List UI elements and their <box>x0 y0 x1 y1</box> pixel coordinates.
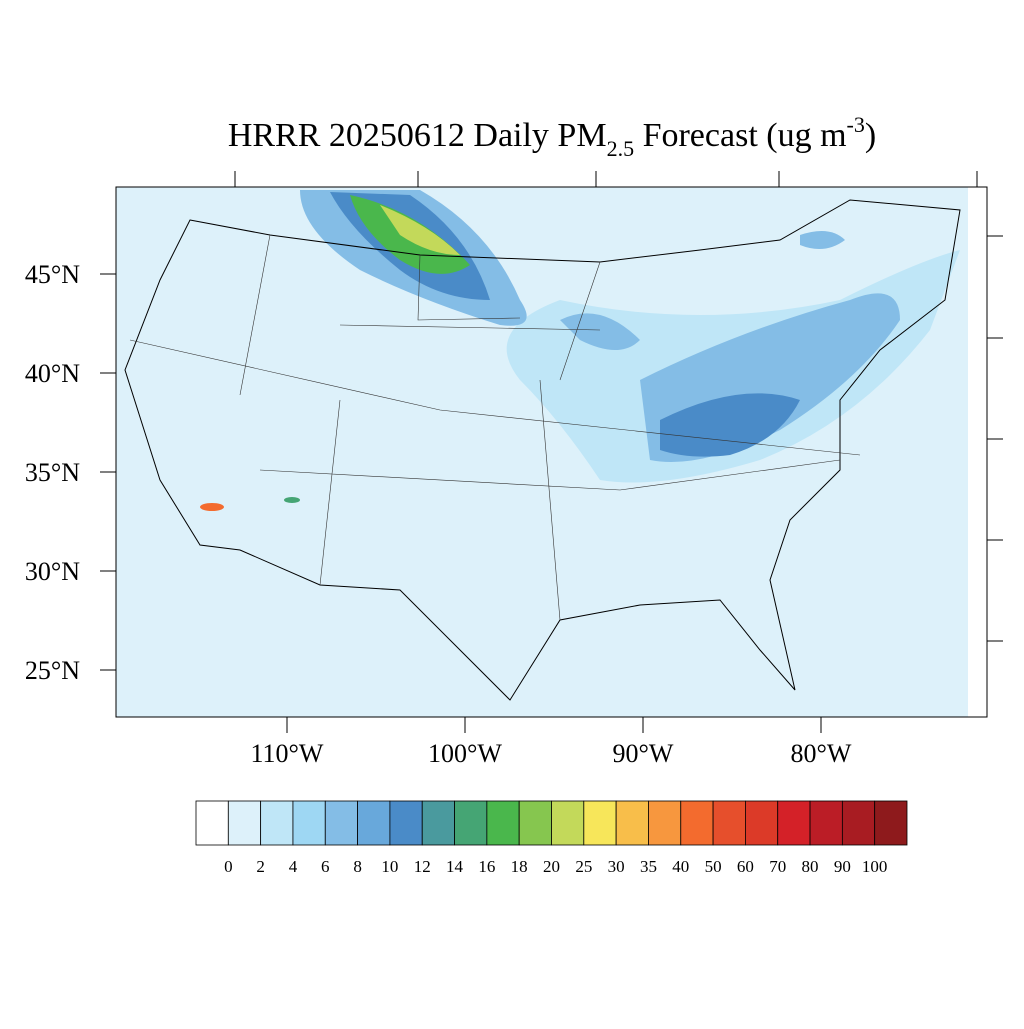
colorbar-label: 20 <box>543 857 560 876</box>
colorbar-box <box>486 800 520 846</box>
colorbar-box <box>324 800 358 846</box>
lat-tick-label: 25°N <box>25 656 80 685</box>
colorbar-label: 40 <box>672 857 689 876</box>
coastline <box>124 199 961 701</box>
lat-tick-label: 35°N <box>25 458 80 487</box>
plume <box>660 393 800 457</box>
colorbar-label: 18 <box>511 857 528 876</box>
colorbar-box <box>551 800 585 846</box>
plume <box>380 205 460 255</box>
colorbar: 0 2 4 6 8 10 12 14 16 18 20 25 30 35 40 50 60 70 80 90 100 <box>195 800 908 876</box>
colorbar-label: 6 <box>321 857 330 876</box>
colorbar-label: 100 <box>862 857 888 876</box>
colorbar-box <box>680 800 714 846</box>
lat-tick-label: 45°N <box>25 260 80 289</box>
colorbar-label: 4 <box>289 857 298 876</box>
colorbar-box <box>292 800 326 846</box>
colorbar-label: 10 <box>381 857 398 876</box>
colorbar-label: 50 <box>705 857 722 876</box>
lon-tick-label: 80°W <box>791 739 852 768</box>
colorbar-label: 25 <box>575 857 592 876</box>
fire-hotspot <box>284 497 300 503</box>
plume <box>800 231 845 249</box>
colorbar-box <box>648 800 682 846</box>
colorbar-box <box>227 800 262 846</box>
colorbar-box <box>777 800 811 846</box>
colorbar-box <box>357 800 391 846</box>
colorbar-box <box>583 800 617 846</box>
lon-tick-label: 90°W <box>613 739 674 768</box>
title-text: ) <box>865 117 876 154</box>
colorbar-box <box>615 800 649 846</box>
title-superscript: -3 <box>847 112 865 137</box>
map-field <box>116 187 968 717</box>
axes: 45°N 40°N 35°N 30°N 25°N 110°W 100°W 90°W 80°W <box>25 260 852 768</box>
title-text: Forecast (ug m <box>634 117 846 154</box>
lat-tick-label: 40°N <box>25 359 80 388</box>
colorbar-box <box>745 800 779 846</box>
plume <box>560 313 640 350</box>
lat-tick-label: 30°N <box>25 557 80 586</box>
colorbar-box <box>195 800 229 846</box>
colorbar-label: 0 <box>224 857 233 876</box>
colorbar-label: 70 <box>769 857 786 876</box>
map-title: HRRR 20250612 Daily PM2.5 Forecast (ug m… <box>228 112 876 161</box>
colorbar-box <box>454 800 488 846</box>
colorbar-box <box>809 800 843 846</box>
field-background <box>116 187 968 717</box>
colorbar-label: 8 <box>353 857 362 876</box>
colorbar-label: 16 <box>478 857 495 876</box>
fire-hotspot <box>200 503 224 511</box>
title-text: HRRR 20250612 Daily PM <box>228 117 607 154</box>
colorbar-box <box>421 800 455 846</box>
colorbar-box <box>389 800 423 846</box>
colorbar-label: 90 <box>834 857 851 876</box>
colorbar-label: 80 <box>802 857 819 876</box>
lon-tick-label: 100°W <box>428 739 502 768</box>
colorbar-box <box>260 800 294 846</box>
colorbar-label: 12 <box>414 857 431 876</box>
title-subscript: 2.5 <box>607 136 635 161</box>
colorbar-label: 35 <box>640 857 657 876</box>
state-borders <box>129 234 861 621</box>
lon-tick-label: 110°W <box>251 739 324 768</box>
colorbar-box <box>518 800 552 846</box>
frame-ticks <box>234 171 1003 642</box>
map-frame <box>115 186 988 718</box>
colorbar-box <box>841 800 876 846</box>
colorbar-box <box>874 800 908 846</box>
colorbar-label: 60 <box>737 857 754 876</box>
colorbar-box <box>712 800 746 846</box>
colorbar-label: 2 <box>256 857 265 876</box>
colorbar-label: 14 <box>446 857 464 876</box>
colorbar-label: 30 <box>608 857 625 876</box>
